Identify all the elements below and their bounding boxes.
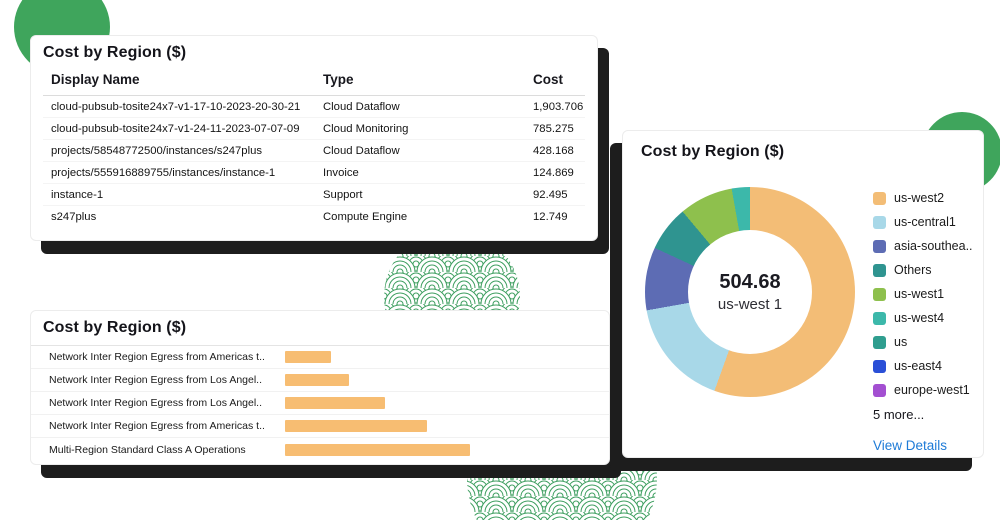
type-cell: Cloud Dataflow [323,144,400,157]
legend-item[interactable]: us-central1 [873,215,979,229]
legend-item[interactable]: us-west2 [873,191,979,205]
bar-track [285,443,609,456]
bar-row: Network Inter Region Egress from America… [31,415,609,438]
legend-label: us-central1 [894,215,956,229]
type-cell: Support [323,188,363,201]
bar-label: Multi-Region Standard Class A Operations [49,443,246,456]
cost-donut-card: Cost by Region ($) 504.68 us-west 1 us-w… [622,130,984,458]
cost-cell: 1,903.706 [533,100,584,113]
type-cell: Cloud Dataflow [323,100,400,113]
bar-label: Network Inter Region Egress from Los Ang… [49,397,263,409]
bar[interactable] [285,420,427,432]
donut-chart-wrap: 504.68 us-west 1 [645,187,855,397]
table-header: Display Name Type Cost [43,72,585,96]
legend-label: us-east4 [894,359,942,373]
legend-swatch [873,263,886,277]
legend-label: us-west2 [894,191,945,205]
legend-items: us-west2 us-central1 asia-southea.. Others u… [873,191,979,397]
bar-track [285,397,609,409]
cost-cell: 428.168 [533,144,574,157]
bar-label: Network Inter Region Egress from America… [49,420,265,432]
legend-item[interactable]: asia-southea.. [873,239,979,253]
column-header-display-name[interactable]: Display Name [51,72,140,87]
donut-chart[interactable]: 504.68 us-west 1 [645,187,855,397]
legend-item[interactable]: europe-west1 [873,383,979,397]
column-header-cost[interactable]: Cost [533,72,563,87]
legend-item[interactable]: Others [873,263,979,277]
legend-swatch [873,335,886,349]
legend-swatch [873,239,886,253]
legend-label: europe-west1 [894,383,970,397]
bar[interactable] [285,397,385,409]
donut-center: 504.68 us-west 1 [688,230,812,354]
donut-center-value: 504.68 [719,271,781,293]
display-name-cell: cloud-pubsub-tosite24x7-v1-24-11-2023-07… [51,122,300,135]
bar-row: Multi-Region Standard Class A Operations [31,438,609,461]
display-name-cell: projects/555916889755/instances/instance… [51,166,276,179]
cost-cell: 124.869 [533,166,574,179]
table-row[interactable]: s247plus Compute Engine 12.749 [43,206,585,228]
display-name-cell: instance-1 [51,188,104,201]
legend-swatch [873,311,886,325]
type-cell: Compute Engine [323,211,408,223]
bar-row: Network Inter Region Egress from America… [31,346,609,369]
bar-track [285,351,609,363]
legend-label: Others [894,263,932,277]
cost-cell: 92.495 [533,188,568,201]
display-name-cell: cloud-pubsub-tosite24x7-v1-17-10-2023-20… [51,100,301,113]
legend-item[interactable]: us-east4 [873,359,979,373]
divider [31,345,609,346]
card-title: Cost by Region ($) [43,319,187,336]
legend-swatch [873,191,886,205]
cost-bars-card: Cost by Region ($) Network Inter Region … [30,310,610,465]
cost-table-body: cloud-pubsub-tosite24x7-v1-17-10-2023-20… [43,96,585,228]
table-row[interactable]: projects/58548772500/instances/s247plus C… [43,140,585,162]
type-cell: Invoice [323,166,359,179]
table-row[interactable]: instance-1 Support 92.495 [43,184,585,206]
view-details-link[interactable]: View Details [873,438,948,453]
card-title: Cost by Region ($) [43,44,187,61]
show-more-link[interactable]: 5 more... [873,407,925,422]
legend-swatch [873,287,886,301]
legend-item[interactable]: us [873,335,979,349]
column-header-type[interactable]: Type [323,72,354,87]
bar[interactable] [285,351,331,363]
bar-label: Network Inter Region Egress from Los Ang… [49,374,263,386]
cost-cell: 12.749 [533,211,568,223]
bar-track [285,420,609,432]
legend-item[interactable]: us-west1 [873,287,979,301]
legend-label: us-west1 [894,287,945,301]
legend-swatch [873,383,886,397]
bar-label: Network Inter Region Egress from America… [49,351,265,363]
bar-row: Network Inter Region Egress from Los Ang… [31,369,609,392]
bar-rows: Network Inter Region Egress from America… [31,346,609,461]
display-name-cell: s247plus [51,211,97,223]
cost-table-card: Cost by Region ($) Display Name Type Cos… [30,35,598,241]
legend-label: asia-southea.. [894,239,973,253]
table-row[interactable]: cloud-pubsub-tosite24x7-v1-24-11-2023-07… [43,118,585,140]
donut-center-label: us-west 1 [717,296,783,313]
bar-track [285,374,609,386]
table-row[interactable]: cloud-pubsub-tosite24x7-v1-17-10-2023-20… [43,96,585,118]
donut-legend: us-west2 us-central1 asia-southea.. Others u… [873,191,979,453]
legend-swatch [873,215,886,229]
legend-label: us-west4 [894,311,945,325]
bar-row: Network Inter Region Egress from Los Ang… [31,392,609,415]
card-title: Cost by Region ($) [641,143,785,160]
display-name-cell: projects/58548772500/instances/s247plus [51,144,263,157]
cost-cell: 785.275 [533,122,574,135]
legend-swatch [873,359,886,373]
bar[interactable] [285,443,470,456]
bar[interactable] [285,374,349,386]
legend-label: us [894,335,908,349]
table-row[interactable]: projects/555916889755/instances/instance… [43,162,585,184]
legend-item[interactable]: us-west4 [873,311,979,325]
type-cell: Cloud Monitoring [323,122,409,135]
